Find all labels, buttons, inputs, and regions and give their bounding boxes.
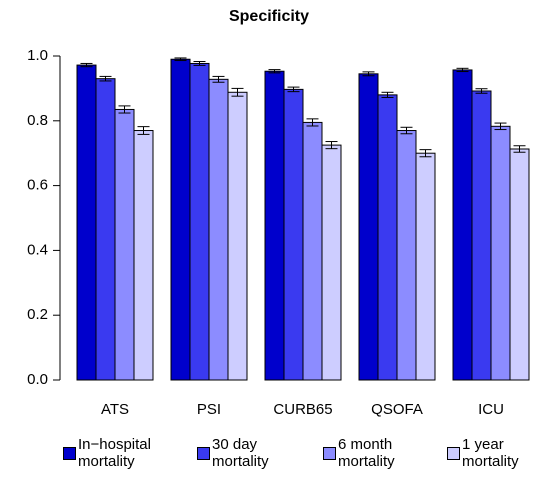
bar [358, 73, 379, 381]
legend-swatch [197, 447, 210, 460]
y-tick-label: 1.0 [27, 47, 48, 64]
bar [321, 144, 342, 381]
legend-swatch [323, 447, 336, 460]
bar [283, 88, 304, 381]
bar [471, 90, 492, 381]
bar [133, 130, 154, 381]
chart-title: Specificity [229, 8, 309, 25]
x-tick-label: ICU [478, 401, 504, 418]
y-tick-label: 0.6 [27, 177, 48, 194]
legend-label: 30 day mortality [212, 436, 269, 470]
y-tick-label: 0.8 [27, 112, 48, 129]
y-tick-label: 0.4 [27, 241, 48, 258]
bar [302, 121, 323, 381]
x-tick-label: ATS [101, 401, 129, 418]
legend-label: 6 month mortality [338, 436, 395, 470]
bar [490, 125, 511, 381]
plot: Specificity 0.0 0.2 0.4 0.6 0.8 1.0 ATS PSI CURB… [27, 8, 530, 418]
x-tick-label: PSI [197, 401, 221, 418]
y-tick-label: 0.0 [27, 371, 48, 388]
legend-label: In−hospital mortality [78, 436, 151, 470]
bar [227, 91, 248, 381]
bar [95, 78, 116, 381]
y-tick-label: 0.2 [27, 306, 48, 323]
bar [509, 148, 530, 381]
bar [76, 64, 97, 381]
legend-label: 1 year mortality [462, 436, 519, 470]
bar [396, 130, 417, 381]
bar [264, 70, 285, 381]
bar [377, 94, 398, 381]
bar [452, 69, 473, 381]
bar [170, 58, 191, 381]
bar [208, 78, 229, 381]
legend-swatch [63, 447, 76, 460]
bar [189, 62, 210, 381]
bar [114, 108, 135, 381]
x-tick-label: CURB65 [273, 401, 332, 418]
bar [415, 152, 436, 381]
x-tick-label: QSOFA [371, 401, 423, 418]
legend-swatch [447, 447, 460, 460]
